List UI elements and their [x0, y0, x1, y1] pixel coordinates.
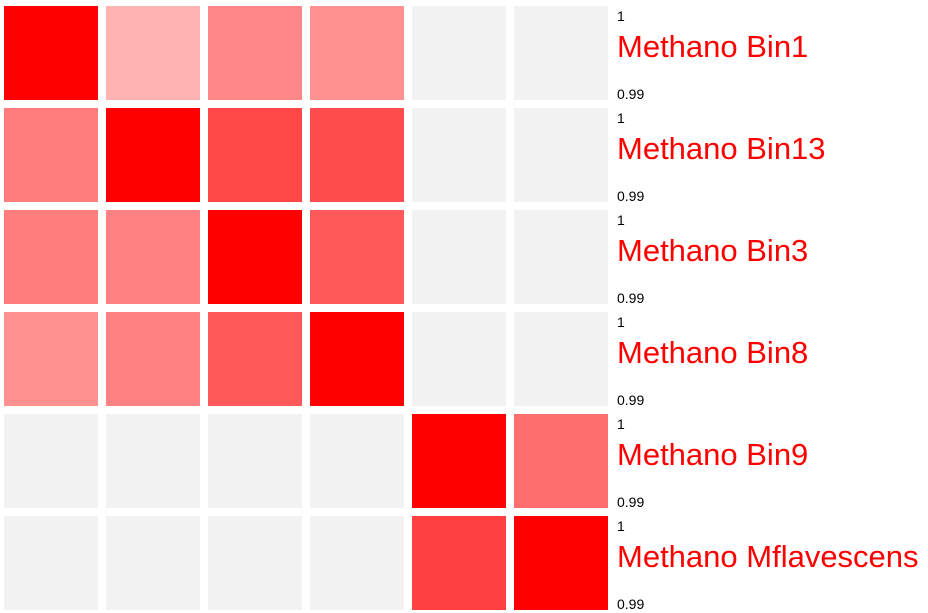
heatmap-cell — [310, 516, 404, 610]
heatmap-cell — [208, 414, 302, 508]
heatmap-cell — [106, 108, 200, 202]
heatmap-cell — [106, 312, 200, 406]
heatmap-cell — [412, 210, 506, 304]
scale-bottom-label: 0.99 — [617, 188, 644, 204]
heatmap-cell — [106, 516, 200, 610]
row-label: Methano Mflavescens — [617, 539, 919, 574]
heatmap-cell — [310, 6, 404, 100]
heatmap-cell — [208, 210, 302, 304]
heatmap-cell — [514, 210, 608, 304]
heatmap-cell — [412, 108, 506, 202]
scale-top-label: 1 — [617, 518, 625, 534]
heatmap-cell — [4, 414, 98, 508]
heatmap-cell — [208, 516, 302, 610]
heatmap-cell — [514, 312, 608, 406]
heatmap-cell — [310, 414, 404, 508]
heatmap-cell — [412, 312, 506, 406]
scale-top-label: 1 — [617, 212, 625, 228]
scale-bottom-label: 0.99 — [617, 494, 644, 510]
heatmap-cell — [412, 516, 506, 610]
row-label: Methano Bin13 — [617, 131, 826, 166]
heatmap-cell — [412, 6, 506, 100]
row-label: Methano Bin9 — [617, 437, 808, 472]
row-label: Methano Bin3 — [617, 233, 808, 268]
heatmap-cell — [514, 516, 608, 610]
heatmap-cell — [412, 414, 506, 508]
row-label: Methano Bin1 — [617, 29, 808, 64]
heatmap-cell — [4, 210, 98, 304]
scale-top-label: 1 — [617, 110, 625, 126]
heatmap-cell — [310, 108, 404, 202]
scale-bottom-label: 0.99 — [617, 392, 644, 408]
heatmap-cell — [310, 312, 404, 406]
heatmap-cell — [4, 108, 98, 202]
scale-bottom-label: 0.99 — [617, 596, 644, 612]
heatmap-cell — [514, 6, 608, 100]
scale-top-label: 1 — [617, 416, 625, 432]
heatmap-cell — [4, 6, 98, 100]
scale-top-label: 1 — [617, 8, 625, 24]
heatmap-cell — [208, 108, 302, 202]
heatmap-cell — [106, 210, 200, 304]
row-label: Methano Bin8 — [617, 335, 808, 370]
heatmap-cell — [208, 312, 302, 406]
scale-top-label: 1 — [617, 314, 625, 330]
heatmap-cell — [4, 516, 98, 610]
heatmap-cell — [106, 6, 200, 100]
scale-bottom-label: 0.99 — [617, 290, 644, 306]
heatmap-cell — [310, 210, 404, 304]
heatmap-cell — [514, 108, 608, 202]
heatmap-cell — [4, 312, 98, 406]
heatmap-cell — [106, 414, 200, 508]
scale-bottom-label: 0.99 — [617, 86, 644, 102]
heatmap-cell — [208, 6, 302, 100]
heatmap-cell — [514, 414, 608, 508]
